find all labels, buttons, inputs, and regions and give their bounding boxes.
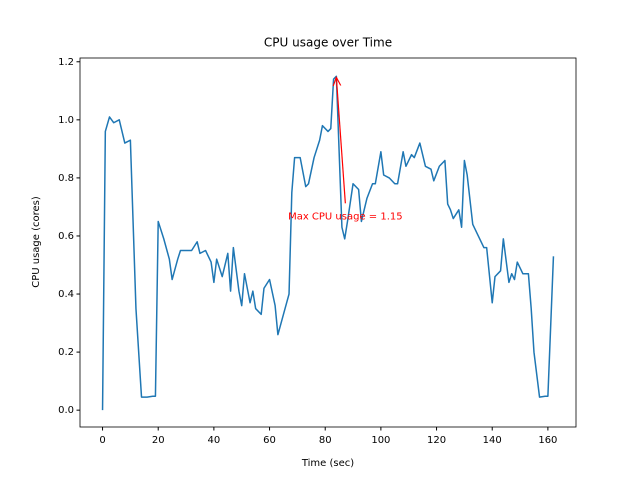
x-tick-label: 140	[483, 435, 502, 446]
x-tick-label: 0	[99, 435, 105, 446]
y-tick-label: 1.2	[58, 57, 74, 68]
annotation-text: Max CPU usage = 1.15	[288, 211, 403, 222]
y-tick-label: 0.0	[58, 405, 74, 416]
y-tick-label: 1.0	[58, 115, 74, 126]
x-axis-label: Time (sec)	[301, 458, 354, 469]
x-tick-label: 20	[152, 435, 165, 446]
x-tick-label: 60	[263, 435, 276, 446]
plot-frame	[79, 57, 577, 428]
y-tick-label: 0.2	[58, 347, 74, 358]
x-tick-label: 40	[208, 435, 221, 446]
x-tick-label: 160	[538, 435, 557, 446]
data-line	[101, 75, 555, 411]
chart-title: CPU usage over Time	[264, 36, 392, 50]
annotation-arrow	[336, 77, 346, 204]
y-axis-label: CPU usage (cores)	[31, 196, 42, 288]
x-tick-label: 100	[371, 435, 390, 446]
y-tick-label: 0.4	[58, 289, 74, 300]
y-tick-label: 0.6	[58, 231, 74, 242]
y-tick-label: 0.8	[58, 173, 74, 184]
x-tick-label: 120	[427, 435, 446, 446]
x-tick-label: 80	[319, 435, 332, 446]
